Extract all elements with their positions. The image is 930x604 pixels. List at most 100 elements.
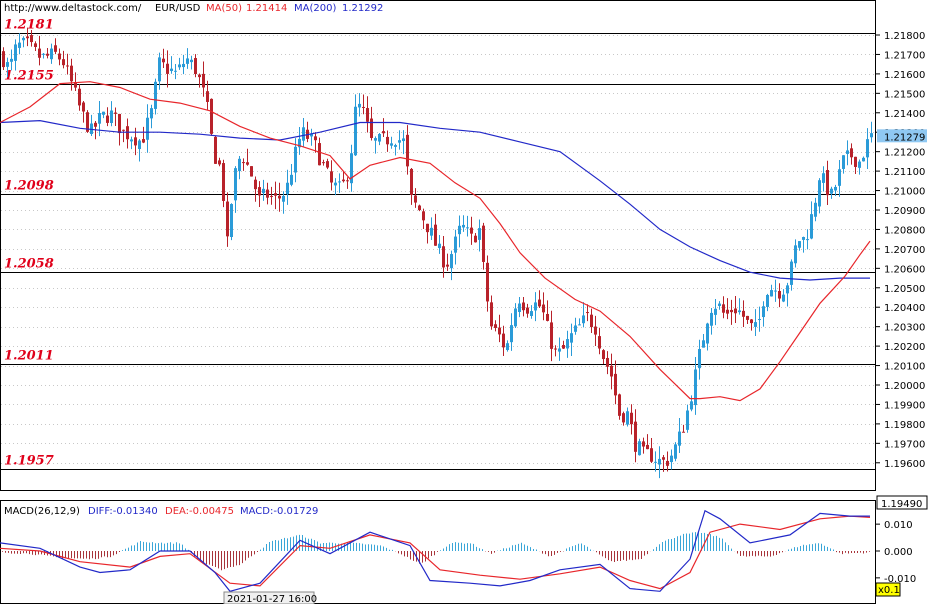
candle-body <box>206 91 209 102</box>
price-grid <box>1 35 875 464</box>
site-url[interactable]: http://www.deltastock.com/ <box>4 3 142 14</box>
candle-body <box>106 115 109 123</box>
candle-body <box>418 205 421 211</box>
candle-body <box>402 138 405 142</box>
axis-tick-label: 1.20700 <box>884 245 925 256</box>
candle-body <box>470 227 473 234</box>
axis-tick-label: 1.21200 <box>884 148 925 159</box>
time-cursor-label: 2021-01-27 16:00 <box>223 591 317 604</box>
candle-body <box>454 236 457 253</box>
candle-body <box>826 169 829 196</box>
candle-body <box>854 156 857 167</box>
candle-body <box>342 179 345 182</box>
candle-body <box>430 227 433 236</box>
zoom-label[interactable]: x0.1 <box>878 585 900 596</box>
candle-body <box>198 74 201 78</box>
candle-body <box>146 117 149 140</box>
candle-body <box>706 323 709 344</box>
candle-body <box>766 294 769 307</box>
candle-body <box>682 431 685 433</box>
level-label: 1.1957 <box>4 454 54 469</box>
macd-diff-line <box>0 509 870 592</box>
candle-body <box>62 59 65 66</box>
candle-body <box>238 158 241 172</box>
candle-body <box>442 246 445 268</box>
candle-body <box>170 68 173 72</box>
candle-body <box>718 303 721 306</box>
candle-body <box>602 350 605 360</box>
candle-body <box>226 201 229 237</box>
candle-body <box>70 65 73 82</box>
candle-body <box>630 412 633 425</box>
candle-body <box>138 140 141 150</box>
axis-bottom-value: 1.19490 <box>881 499 922 510</box>
candle-body <box>822 173 825 183</box>
candle-body <box>758 319 761 321</box>
axis-tick-label: 1.21400 <box>884 109 925 120</box>
level-label: 1.2181 <box>4 18 54 33</box>
candle-body <box>22 37 25 41</box>
candle-body <box>18 42 21 48</box>
candle-body <box>174 70 177 72</box>
macd-axis-label: -0.010 <box>884 574 916 585</box>
candle-body <box>394 145 397 147</box>
candle-body <box>478 228 481 240</box>
axis-tick-label: 1.20600 <box>884 264 925 275</box>
candle-body <box>810 214 813 239</box>
macd-label: MACD(26,12,9) <box>4 506 80 517</box>
candle-body <box>450 254 453 269</box>
candle-body <box>510 325 513 343</box>
candle-body <box>310 133 313 137</box>
candle-body <box>254 179 257 190</box>
axis-tick-label: 1.19700 <box>884 439 925 450</box>
candle-body <box>162 58 165 63</box>
candle-body <box>250 166 253 177</box>
macd-diff-value: DIFF:-0.01340 <box>88 506 158 517</box>
candle-body <box>134 137 137 146</box>
price-panel-frame <box>0 0 876 491</box>
ma50-label: MA(50) <box>206 3 242 14</box>
candle-body <box>542 304 545 313</box>
candle-body <box>38 48 41 58</box>
candle-body <box>778 290 781 299</box>
candle-body <box>578 324 581 326</box>
candle-body <box>762 306 765 318</box>
candle-body <box>774 290 777 292</box>
axis-tick-label: 1.19900 <box>884 400 925 411</box>
ma50-value: 1.21414 <box>246 3 287 14</box>
candle-body <box>738 310 741 313</box>
macd-axis-label: 0.000 <box>884 547 913 558</box>
candle-body <box>782 294 785 302</box>
moving-averages <box>0 81 871 402</box>
zoom-indicator[interactable]: x0.1 <box>875 582 901 597</box>
candle-body <box>154 81 157 109</box>
candle-body <box>650 448 653 462</box>
candle-body <box>242 162 245 164</box>
candle-body <box>366 108 369 122</box>
candle-body <box>586 312 589 314</box>
candle-body <box>270 195 273 197</box>
candle-body <box>58 53 61 60</box>
candle-body <box>74 82 77 88</box>
candle-body <box>814 202 817 217</box>
candle-body <box>90 123 93 135</box>
candle-body <box>130 139 133 142</box>
candle-body <box>46 53 49 56</box>
candle-body <box>218 160 221 165</box>
candle-body <box>114 112 117 114</box>
candle-body <box>14 44 17 61</box>
candle-body <box>350 153 353 184</box>
candle-body <box>702 340 705 348</box>
candle-body <box>770 290 773 297</box>
candle-body <box>98 113 101 124</box>
candle-body <box>378 133 381 142</box>
candle-body <box>690 401 693 410</box>
candle-body <box>102 111 105 115</box>
axis-tick-label: 1.20800 <box>884 225 925 236</box>
candle-body <box>698 349 701 369</box>
support-resistance-lines: 1.2181 1.2155 1.2098 1.2058 1.2011 1.1957 <box>1 18 875 470</box>
candle-body <box>86 112 89 132</box>
candle-body <box>186 58 189 64</box>
candle-body <box>278 195 281 199</box>
candle-body <box>326 161 329 168</box>
